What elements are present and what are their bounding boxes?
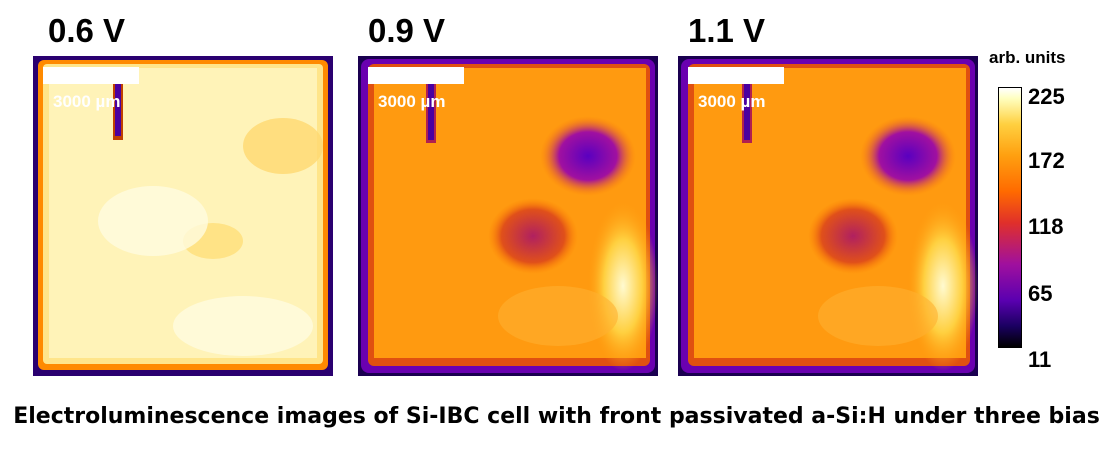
el-image-1-1v: 3000 µm <box>678 56 978 376</box>
colorbar-tick-172: 172 <box>1028 148 1065 173</box>
colorbar-tick-225: 225 <box>1028 84 1065 109</box>
colorbar <box>998 87 1022 348</box>
scale-bar <box>368 67 464 84</box>
panel-title-0-9v: 0.9 V <box>368 12 446 49</box>
el-image-0-6v-graphic <box>33 56 333 376</box>
panel-title-1-1v: 1.1 V <box>688 12 766 49</box>
colorbar-tick-65: 65 <box>1028 281 1053 306</box>
scale-bar-label: 3000 µm <box>53 92 121 111</box>
colorbar-tick-11: 11 <box>1028 347 1052 372</box>
colorbar-unit-label: arb. units <box>989 48 1066 67</box>
colorbar-tick-118: 118 <box>1028 214 1064 239</box>
scale-bar <box>43 67 139 84</box>
el-image-0-9v: 3000 µm <box>358 56 658 376</box>
figure-caption: Electroluminescence images of Si-IBC cel… <box>13 404 1100 429</box>
el-image-0-9v-graphic <box>358 56 658 376</box>
el-image-1-1v-graphic <box>678 56 978 376</box>
scale-bar-label: 3000 µm <box>378 92 446 111</box>
el-image-0-6v: 3000 µm <box>33 56 333 376</box>
scale-bar <box>688 67 784 84</box>
scale-bar-label: 3000 µm <box>698 92 766 111</box>
panel-title-0-6v: 0.6 V <box>48 12 126 49</box>
